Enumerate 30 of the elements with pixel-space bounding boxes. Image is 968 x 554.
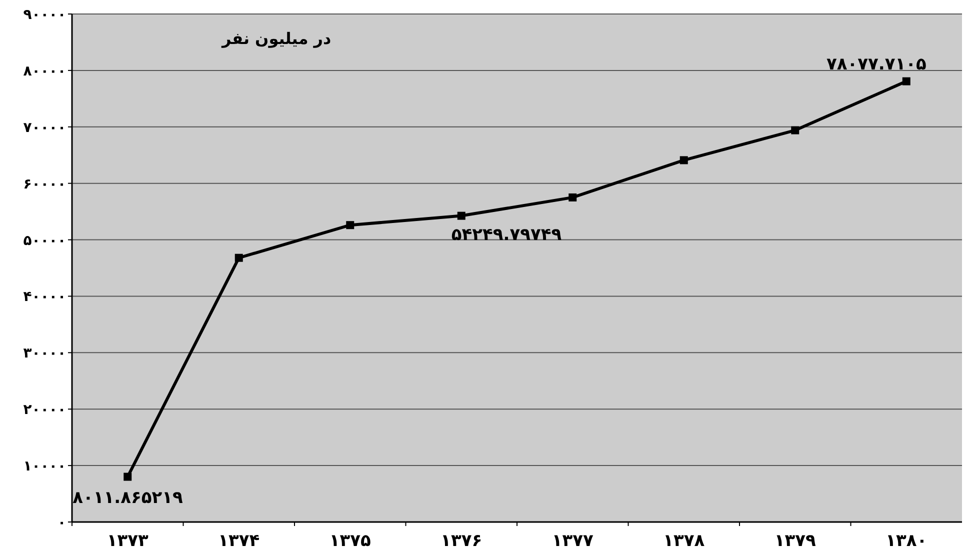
y-tick-label: ۹۰۰۰۰ [23,7,66,23]
x-tick-label: ۱۳۷۴ [218,531,260,551]
data-label: ۸۰۱۱.۸۶۵۲۱۹ [72,488,184,508]
y-tick-label: ۴۰۰۰۰ [23,289,66,306]
x-tick-label: ۱۳۷۳ [106,531,149,551]
point [457,212,466,220]
point [902,77,910,86]
point [680,156,688,164]
point [346,221,354,230]
x-tick-label: ۱۳۷۷ [552,531,594,551]
y-tick-label: ۸۰۰۰۰ [23,63,66,80]
x-tick-label: ۱۳۷۵ [329,531,371,551]
x-tick-label: ۱۳۷۶ [440,531,482,551]
point [791,126,800,134]
x-tick-label: ۱۳۷۸ [663,531,706,551]
data-label: ۷۸۰۷۷.۷۱۰۵ [826,54,926,74]
y-tick-label: ۵۰۰۰۰ [23,232,66,249]
x-tick-label: ۱۳۸۰ [886,531,928,551]
y-tick-label: ۰ [57,515,66,531]
data-label: ۵۴۲۴۹.۷۹۷۴۹ [451,224,562,245]
annotation: در میلیون نفر [221,29,332,48]
point [234,254,243,262]
point [568,193,577,202]
point [124,472,132,481]
y-tick-label: ۳۰۰۰۰ [23,346,66,362]
y-tick-label: ۷۰۰۰۰ [23,120,66,136]
y-tick-label: ۲۰۰۰۰ [23,402,66,418]
x-tick-label: ۱۳۷۹ [774,531,816,551]
y-tick-label: ۶۰۰۰۰ [23,176,66,192]
y-tick-label: ۱۰۰۰۰ [23,458,66,475]
